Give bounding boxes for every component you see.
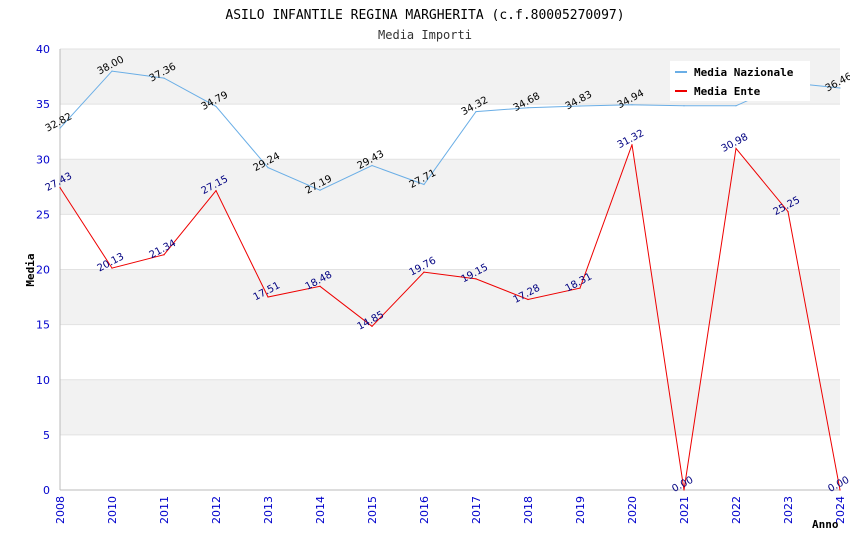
- y-tick-label: 15: [36, 319, 50, 332]
- y-tick-label: 25: [36, 208, 50, 221]
- grid-band: [60, 434, 840, 490]
- data-point: [371, 164, 373, 167]
- y-tick-label: 30: [36, 153, 50, 166]
- data-point: [423, 183, 425, 186]
- data-point: [579, 287, 581, 289]
- legend-box: [670, 61, 810, 101]
- data-point: [579, 105, 581, 107]
- data-point: [319, 285, 321, 287]
- data-point: [527, 298, 529, 301]
- grid-band: [60, 379, 840, 435]
- x-axis-label: Anno: [812, 518, 839, 531]
- series-lines: [59, 70, 841, 491]
- data-point: [423, 271, 425, 273]
- data-point: [267, 167, 269, 169]
- legend-label-media-nazionale: Media Nazionale: [694, 66, 794, 79]
- data-point: [163, 77, 165, 79]
- data-point: [111, 70, 113, 72]
- data-point: [59, 186, 61, 189]
- grid-band: [60, 214, 840, 270]
- y-tick-label: 5: [43, 429, 50, 442]
- data-point: [371, 325, 373, 327]
- x-tick-label: 2016: [418, 496, 431, 524]
- x-tick-label: 2015: [366, 496, 379, 524]
- x-tick-label: 2011: [158, 496, 171, 524]
- x-tick-label: 2023: [782, 496, 795, 524]
- y-tick-label: 0: [43, 484, 50, 497]
- x-tick-label: 2019: [574, 496, 587, 524]
- x-tick-label: 2024: [834, 496, 847, 524]
- data-point: [631, 144, 633, 146]
- x-tick-label: 2017: [470, 496, 483, 524]
- data-point: [735, 147, 737, 150]
- data-point: [839, 489, 841, 491]
- grid-bands: [60, 49, 840, 490]
- x-tick-label: 2014: [314, 496, 327, 524]
- legend-label-media-ente: Media Ente: [694, 85, 761, 98]
- data-point: [683, 489, 685, 491]
- series-line-media-nazionale: [59, 70, 841, 191]
- x-tick-label: 2010: [106, 496, 119, 524]
- y-tick-label: 35: [36, 98, 50, 111]
- x-tick-label: 2022: [730, 496, 743, 524]
- data-point: [215, 105, 217, 108]
- chart-title: ASILO INFANTILE REGINA MARGHERITA (c.f.8…: [225, 8, 624, 23]
- data-point: [163, 254, 165, 256]
- data-point: [735, 105, 737, 107]
- data-point: [475, 111, 477, 113]
- grid-band: [60, 104, 840, 160]
- x-tick-label: 2012: [210, 496, 223, 524]
- y-axis-label: Media: [24, 253, 37, 286]
- grid-band: [60, 269, 840, 325]
- legend: Media Nazionale Media Ente: [670, 61, 810, 101]
- data-point: [631, 104, 633, 106]
- x-tick-label: 2020: [626, 496, 639, 524]
- y-tick-label: 20: [36, 264, 50, 277]
- data-point: [787, 211, 789, 213]
- data-point: [215, 190, 217, 192]
- grid-band: [60, 324, 840, 380]
- data-point: [839, 87, 841, 89]
- data-point: [319, 189, 321, 191]
- x-tick-labels: 2008 2010 2011 2012 2013 2014 2015 2016 2017 2018…: [54, 496, 847, 524]
- data-point: [527, 107, 529, 109]
- data-point: [111, 267, 113, 269]
- data-point: [475, 278, 477, 280]
- x-tick-label: 2021: [678, 496, 691, 524]
- x-tick-label: 2013: [262, 496, 275, 524]
- y-tick-label: 40: [36, 43, 50, 56]
- data-point: [683, 105, 685, 107]
- data-point: [59, 127, 61, 129]
- chart-subtitle: Media Importi: [378, 28, 472, 42]
- y-tick-label: 10: [36, 374, 50, 387]
- series-line-media-ente: [59, 144, 841, 491]
- y-tick-labels: 0 5 10 15 20 25 30 35 40: [36, 43, 50, 497]
- x-tick-label: 2008: [54, 496, 67, 524]
- data-point: [267, 296, 269, 298]
- x-tick-label: 2018: [522, 496, 535, 524]
- grid-band: [60, 159, 840, 215]
